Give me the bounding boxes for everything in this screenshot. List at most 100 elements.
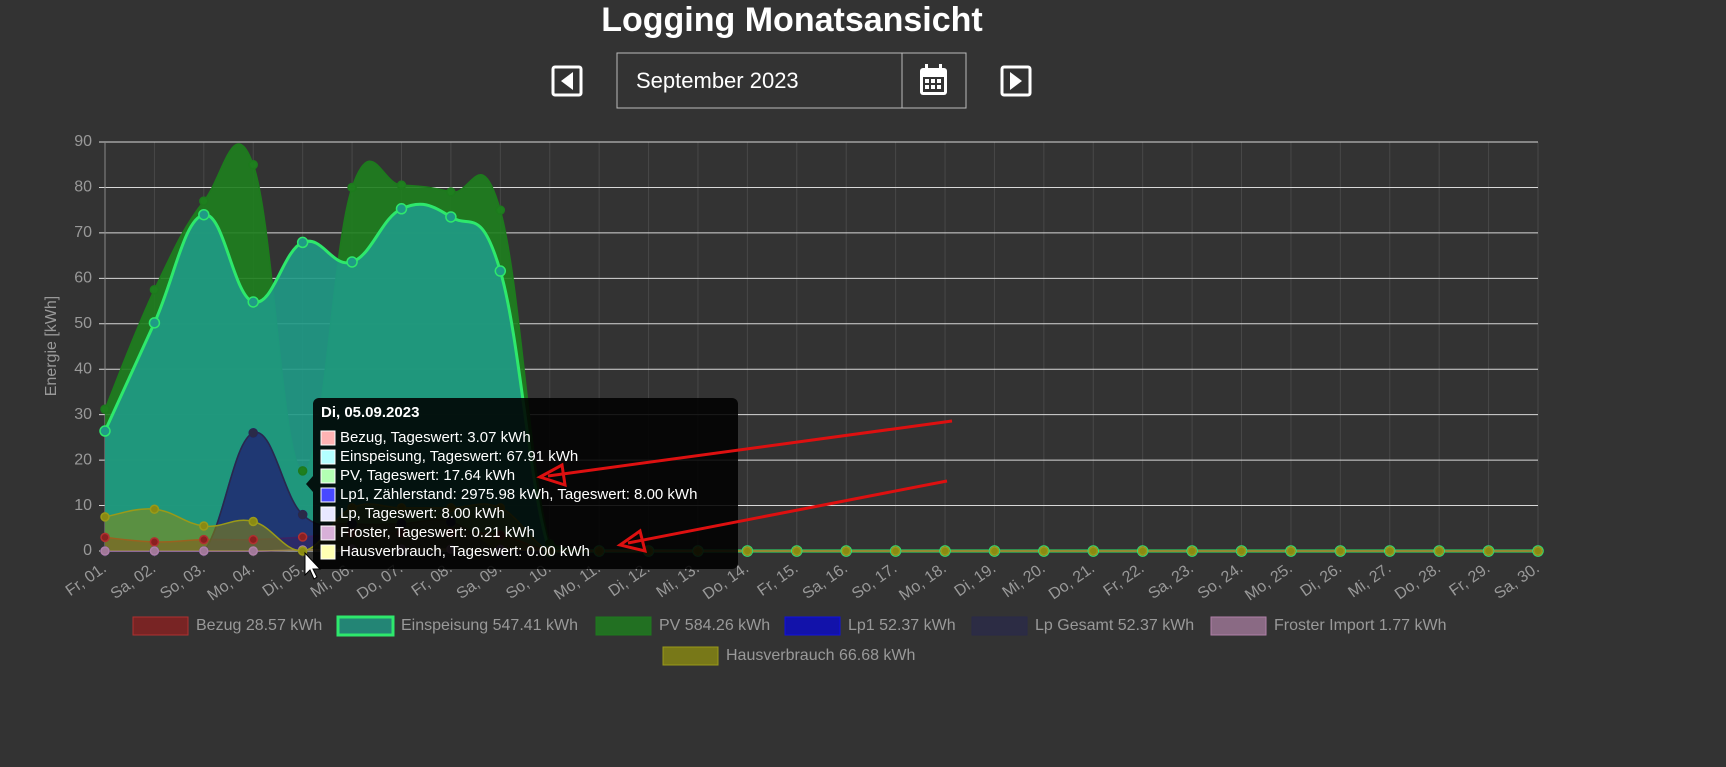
y-tick-label: 50: [74, 315, 92, 332]
data-point: [248, 546, 258, 556]
data-point: [100, 532, 110, 543]
data-point: [495, 205, 506, 215]
data-point: [1434, 546, 1444, 556]
y-tick-label: 40: [74, 360, 92, 377]
data-point: [149, 537, 160, 547]
legend-swatch: [971, 616, 1028, 636]
data-point: [199, 546, 209, 556]
data-point: [100, 512, 110, 522]
data-point: [100, 546, 110, 556]
data-point: [99, 425, 111, 437]
tooltip-swatch: [320, 506, 336, 522]
data-point: [1483, 546, 1494, 556]
data-point: [445, 211, 457, 223]
data-point: [149, 504, 160, 514]
arrow-line: [627, 479, 948, 545]
next-button[interactable]: [1000, 65, 1032, 97]
data-point: [1187, 546, 1197, 556]
data-point: [940, 546, 950, 556]
page-title: Logging Monatsansicht: [601, 1, 983, 39]
legend-label: Einspeisung 547.41 kWh: [401, 617, 578, 634]
data-point: [1137, 546, 1148, 556]
data-point: [248, 428, 258, 438]
tooltip-swatch: [320, 468, 336, 484]
legend-label: Lp1 52.37 kWh: [848, 617, 956, 634]
next-arrow[interactable]: [1010, 72, 1022, 90]
tooltip-item: PV, Tageswert: 17.64 kWh: [340, 467, 515, 484]
data-point: [1039, 546, 1049, 556]
y-tick-label: 30: [74, 406, 92, 423]
legend: Bezug 28.57 kWh Einspeisung 547.41 kWh PV …: [132, 615, 1447, 666]
calendar-days: [925, 79, 941, 89]
tooltip-caret: [306, 476, 313, 492]
tooltip-swatch: [320, 449, 336, 465]
legend-swatch: [662, 646, 719, 666]
legend-swatch: [784, 616, 841, 636]
data-point: [841, 546, 851, 556]
month-input[interactable]: [616, 52, 903, 109]
data-point: [346, 256, 358, 268]
data-point: [297, 532, 308, 542]
tooltip-swatch: [320, 487, 336, 503]
data-point: [1286, 546, 1296, 556]
data-point: [199, 534, 209, 545]
tooltip-swatch: [320, 525, 336, 541]
prev-frame[interactable]: [551, 65, 583, 97]
data-point: [248, 534, 258, 545]
prev-button[interactable]: [551, 65, 583, 97]
data-point: [198, 208, 210, 221]
legend-swatch: [1210, 616, 1267, 636]
y-tick-label: 60: [74, 270, 92, 287]
legend-swatch: [595, 616, 652, 636]
data-point: [792, 546, 802, 556]
arrow-head: [616, 528, 648, 554]
month-value: September 2023: [636, 68, 799, 93]
data-point: [149, 546, 160, 556]
data-point: [248, 516, 258, 527]
y-tick-label: 0: [83, 542, 92, 559]
next-frame[interactable]: [1000, 65, 1032, 97]
data-point: [248, 159, 258, 170]
data-point: [494, 265, 507, 277]
tooltip-box: [313, 398, 738, 569]
tooltip-swatch: [320, 430, 336, 446]
tooltip-swatch: [320, 544, 336, 560]
legend-swatch: [336, 615, 395, 637]
data-point: [1236, 546, 1247, 556]
data-point: [395, 203, 408, 215]
legend-label: Lp Gesamt 52.37 kWh: [1035, 617, 1194, 634]
data-point: [989, 546, 1000, 556]
data-point: [100, 404, 110, 414]
data-point: [148, 317, 161, 329]
tooltip-item: Hausverbrauch, Tageswert: 0.00 kWh: [340, 543, 590, 560]
data-point: [396, 180, 407, 190]
y-tick-label: 90: [74, 133, 92, 150]
legend-swatch: [132, 616, 189, 636]
calendar-ring: [939, 64, 942, 71]
data-point: [199, 521, 209, 531]
arrow-head: [536, 462, 567, 488]
tooltip-item: Froster, Tageswert: 0.21 kWh: [340, 524, 535, 541]
prev-arrow[interactable]: [561, 72, 573, 90]
tooltip: Di, 05.09.2023 Bezug, Tageswert: 3.07 kW…: [306, 398, 738, 569]
tooltip-title: Di, 05.09.2023: [321, 404, 419, 421]
data-point: [296, 236, 309, 249]
data-point: [1533, 546, 1543, 556]
data-point: [347, 182, 357, 193]
arrow-line: [547, 419, 953, 478]
y-tick-label: 80: [74, 179, 92, 196]
y-tick-label: 20: [74, 451, 92, 468]
data-point: [890, 546, 901, 556]
data-point: [297, 509, 308, 520]
legend-label: Bezug 28.57 kWh: [196, 617, 322, 634]
y-tick-label: 10: [74, 497, 92, 514]
legend-label: Hausverbrauch 66.68 kWh: [726, 647, 915, 664]
calendar-ring: [925, 64, 928, 71]
tooltip-item: Bezug, Tageswert: 3.07 kWh: [340, 429, 531, 446]
legend-label: PV 584.26 kWh: [659, 617, 770, 634]
data-point: [1335, 546, 1346, 556]
data-point: [149, 284, 160, 295]
calendar-button[interactable]: [901, 52, 967, 109]
data-point: [446, 187, 456, 197]
